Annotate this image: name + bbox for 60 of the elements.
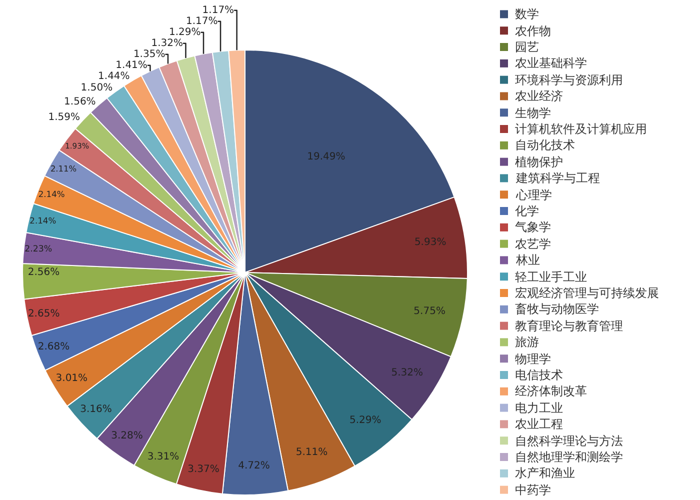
legend-label: 自然科学理论与方法 — [515, 434, 623, 448]
data-label: 1.32% — [151, 38, 183, 49]
data-label: 2.14% — [30, 215, 56, 226]
legend-label: 林业 — [515, 253, 540, 267]
legend-label: 物理学 — [515, 352, 551, 366]
legend-label: 教育理论与教育管理 — [515, 319, 623, 333]
data-label: 1.56% — [64, 96, 96, 108]
data-label: 3.37% — [188, 464, 220, 475]
data-label: 5.93% — [414, 237, 446, 248]
data-label: 2.11% — [50, 164, 77, 174]
data-label: 5.11% — [296, 446, 328, 458]
legend-label: 生物学 — [515, 106, 551, 120]
data-label: 1.93% — [65, 142, 90, 151]
legend-label: 园艺 — [515, 40, 539, 54]
data-label: 1.29% — [168, 26, 201, 38]
legend-label: 心理学 — [515, 188, 552, 202]
data-label: 1.44% — [98, 70, 130, 82]
legend-label: 畜牧与动物医学 — [515, 302, 599, 316]
data-label: 5.32% — [391, 368, 423, 379]
data-label: 1.35% — [133, 48, 166, 60]
data-label: 1.17% — [186, 16, 218, 27]
legend-label: 电信技术 — [515, 368, 563, 382]
legend-label: 植物保护 — [515, 155, 563, 169]
legend-label: 农作物 — [515, 24, 551, 38]
data-label: 3.01% — [56, 373, 88, 384]
legend-label: 计算机软件及计算机应用 — [515, 122, 647, 136]
legend-label: 电力工业 — [515, 401, 563, 415]
data-label: 2.68% — [38, 341, 70, 352]
legend-label: 数学 — [515, 7, 539, 21]
data-label: 1.41% — [116, 60, 148, 71]
legend-label: 自然地理学和测绘学 — [515, 450, 623, 464]
data-label: 3.28% — [111, 430, 143, 442]
legend-label: 环境科学与资源利用 — [515, 73, 623, 87]
legend-label: 建筑科学与工程 — [515, 171, 600, 185]
legend-label: 农业经济 — [515, 89, 563, 103]
legend-label: 经济体制改革 — [515, 384, 587, 398]
legend-label: 气象学 — [515, 220, 551, 234]
data-label: 1.59% — [48, 112, 80, 124]
legend-label: 宏观经济管理与可持续发展 — [515, 286, 659, 300]
legend-label: 自动化技术 — [515, 138, 575, 152]
legend-label: 化学 — [515, 204, 539, 218]
data-label: 3.16% — [80, 404, 112, 416]
data-label: 2.14% — [38, 188, 65, 199]
legend-label: 轻工业手工业 — [515, 270, 587, 284]
data-label: 1.17% — [202, 4, 234, 16]
legend-label: 农业工程 — [515, 417, 563, 431]
data-label: 2.65% — [28, 308, 60, 320]
data-label: 4.72% — [238, 460, 270, 472]
data-label: 2.56% — [28, 267, 60, 278]
legend-label: 水产和渔业 — [515, 466, 575, 480]
data-label: 5.29% — [349, 415, 382, 426]
data-label: 3.31% — [147, 451, 180, 462]
legend-label: 农业基础科学 — [515, 56, 587, 70]
legend-label: 农艺学 — [515, 237, 551, 251]
data-label: 19.49% — [307, 151, 346, 162]
data-label: 5.75% — [414, 306, 446, 317]
data-label: 1.50% — [80, 82, 113, 94]
data-label: 2.23% — [24, 244, 52, 255]
legend-label: 中药学 — [515, 483, 551, 497]
legend-label: 旅游 — [515, 335, 539, 349]
